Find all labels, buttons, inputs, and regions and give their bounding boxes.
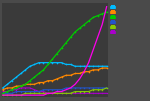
Legend: , , , , , : , , , , ,	[111, 5, 115, 34]
